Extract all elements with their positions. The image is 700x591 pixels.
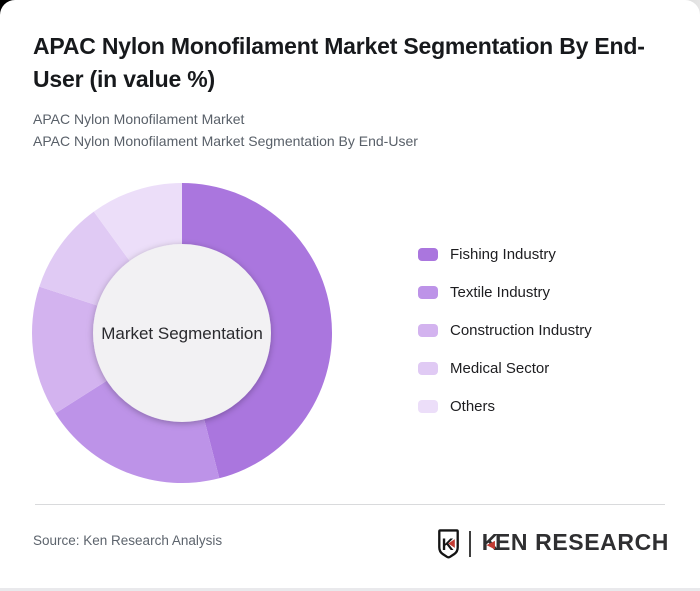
ken-research-shield-icon: K [437, 528, 459, 558]
shield-red-triangle-icon [448, 538, 455, 548]
footer-divider [35, 504, 665, 505]
logo-wordmark: K◀EN RESEARCH [482, 525, 669, 564]
legend-item-fishing-industry[interactable]: Fishing Industry [418, 246, 592, 263]
legend-label-textile-industry: Textile Industry [450, 284, 551, 301]
legend-item-medical-sector[interactable]: Medical Sector [418, 360, 592, 377]
wordmark-rest: EN RESEARCH [494, 528, 669, 555]
page-title: APAC Nylon Monofilament Market Segmentat… [33, 33, 645, 92]
logo-separator [468, 531, 471, 557]
wordmark-red-triangle-icon: ◀ [486, 538, 495, 551]
chart-legend: Fishing Industry Textile Industry Construc… [418, 246, 592, 415]
donut-svg: Market Segmentation [32, 183, 333, 484]
legend-label-construction-industry: Construction Industry [450, 322, 592, 339]
chart-subtitle: APAC Nylon Monofilament Market APAC Nylo… [33, 109, 418, 152]
legend-swatch-others [418, 400, 438, 413]
legend-label-fishing-industry: Fishing Industry [450, 246, 556, 263]
legend-item-others[interactable]: Others [418, 398, 592, 415]
legend-swatch-fishing-industry [418, 248, 438, 261]
shield-letter: K [442, 535, 454, 553]
donut-inner-circle [93, 244, 271, 422]
source-text: Source: Ken Research Analysis [33, 533, 223, 548]
subtitle-line-2: APAC Nylon Monofilament Market Segmentat… [33, 132, 418, 149]
wordmark-k: K [481, 528, 500, 555]
donut-center-label: Market Segmentation [101, 324, 263, 343]
ken-research-logo: K K◀EN RESEARCH [437, 527, 669, 561]
legend-swatch-medical-sector [418, 362, 438, 375]
legend-item-construction-industry[interactable]: Construction Industry [418, 322, 592, 339]
legend-label-medical-sector: Medical Sector [450, 360, 550, 377]
shield-outline [437, 528, 459, 558]
subtitle-line-1: APAC Nylon Monofilament Market [33, 111, 245, 127]
legend-item-textile-industry[interactable]: Textile Industry [418, 284, 592, 301]
bottom-edge [0, 588, 700, 591]
legend-swatch-textile-industry [418, 286, 438, 299]
donut-chart: Market Segmentation [22, 173, 342, 493]
legend-label-others: Others [450, 398, 496, 415]
legend-swatch-construction-industry [418, 324, 438, 337]
